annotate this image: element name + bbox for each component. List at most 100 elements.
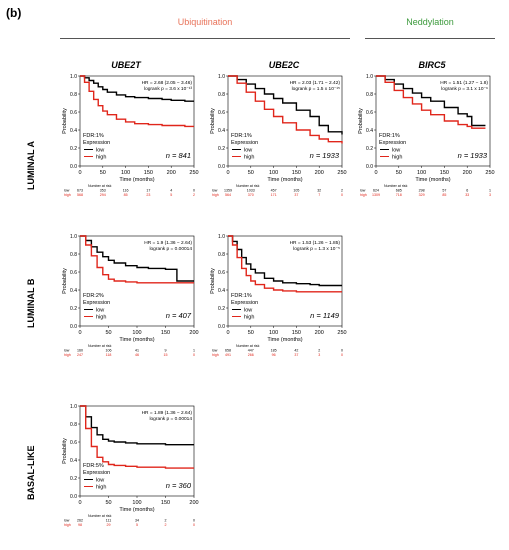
x-axis-label: Time (months) — [119, 177, 154, 183]
y-tick-label: 0.2 — [70, 306, 77, 312]
logrank-p: logrank p = 3.1 x 10⁻⁶ — [441, 86, 488, 92]
legend-low-label: low — [244, 308, 252, 314]
x-tick-label: 100 — [417, 170, 426, 176]
km-plot-birc5-luminal-a: 0.0 0.2 0.4 0.6 0.8 1.0 Probability 0 50 100 150 20… — [358, 74, 495, 197]
risk-count-low: 42 — [294, 349, 298, 353]
x-tick-label: 0 — [374, 170, 377, 176]
risk-row-label-low: low — [64, 519, 70, 523]
risk-count-high: 718 — [396, 193, 402, 197]
logrank-p: logrank p = 1.5 x 10⁻¹⁵ — [292, 86, 340, 92]
plot-frame — [227, 235, 343, 327]
legend-low-label: low — [392, 148, 400, 154]
km-curve-high — [80, 75, 194, 128]
y-tick-label: 1.0 — [70, 404, 77, 410]
x-tick-label: 50 — [248, 330, 254, 336]
risk-count-low: 6 — [466, 189, 468, 193]
y-tick-label: 1.0 — [70, 234, 77, 240]
x-axis-label: Time (months) — [415, 177, 450, 183]
risk-row-label-low: low — [64, 189, 70, 193]
x-tick-label: 50 — [248, 170, 254, 176]
km-curve-high — [376, 75, 486, 129]
legend-high-label: high — [96, 315, 106, 321]
risk-row-label-low: low — [64, 349, 70, 353]
risk-count-low: 34 — [135, 519, 139, 523]
risk-count-high: 98 — [78, 523, 82, 527]
x-tick-label: 100 — [132, 500, 141, 506]
y-tick-label: 0.4 — [70, 458, 77, 464]
risk-count-low: 185 — [271, 349, 277, 353]
risk-count-low: 57 — [442, 189, 446, 193]
risk-count-high: 491 — [225, 353, 231, 357]
category-neddylation-line — [365, 38, 495, 39]
y-axis-label: Probability — [210, 268, 216, 294]
y-tick-label: 0.4 — [70, 288, 77, 294]
risk-count-high: 0 — [341, 193, 343, 197]
row-label-basal-like: BASAL-LIKE — [26, 445, 36, 501]
risk-count-low: 1033 — [247, 189, 255, 193]
y-tick-label: 0.2 — [70, 476, 77, 482]
risk-count-low: 17 — [146, 189, 150, 193]
risk-count-high: 37 — [294, 353, 298, 357]
km-curve-high — [80, 235, 194, 284]
legend-title: Expression — [379, 140, 406, 146]
x-tick-label: 250 — [337, 330, 346, 336]
risk-count-low: 0 — [193, 519, 195, 523]
logrank-p: logrank p = 0.00014 — [149, 246, 192, 252]
x-tick-label: 200 — [189, 330, 198, 336]
risk-row-label-high: high — [212, 193, 219, 197]
x-tick-label: 0 — [226, 330, 229, 336]
x-tick-label: 150 — [161, 500, 170, 506]
risk-count-high: 33 — [465, 193, 469, 197]
risk-count-high: 294 — [100, 193, 106, 197]
legend-high-label: high — [244, 315, 254, 321]
legend-low-label: low — [96, 478, 104, 484]
risk-count-high: 0 — [193, 353, 195, 357]
sample-size: n = 841 — [166, 151, 191, 160]
x-tick-label: 200 — [315, 330, 324, 336]
risk-count-high: 568 — [77, 193, 83, 197]
risk-count-low: 447 — [248, 349, 254, 353]
x-tick-label: 200 — [167, 170, 176, 176]
risk-row-label-low: low — [212, 349, 218, 353]
risk-count-low: 1359 — [224, 189, 232, 193]
risk-count-high: 15 — [164, 353, 168, 357]
y-tick-label: 0.4 — [366, 128, 373, 134]
x-axis-label: Time (months) — [267, 337, 302, 343]
risk-header: Number at risk — [236, 344, 260, 348]
x-tick-label: 100 — [121, 170, 130, 176]
risk-count-low: 116 — [123, 189, 129, 193]
fdr-label: FDR:2% — [83, 293, 104, 299]
y-tick-label: 1.0 — [218, 74, 225, 80]
risk-count-high: 2 — [165, 523, 167, 527]
risk-count-low: 457 — [271, 189, 277, 193]
hazard-ratio: HR = 1.9 (1.36 − 2.64) — [144, 240, 192, 246]
risk-count-low: 1 — [489, 189, 491, 193]
x-tick-label: 0 — [78, 170, 81, 176]
risk-count-high: 37 — [294, 193, 298, 197]
gene-label-birc5: BIRC5 — [418, 60, 446, 70]
km-curve-high — [228, 235, 342, 293]
y-axis-label: Probability — [62, 108, 68, 134]
risk-count-high: 85 — [442, 193, 446, 197]
fdr-label: FDR:1% — [83, 133, 104, 139]
legend-low-label: low — [244, 148, 252, 154]
risk-count-high: 2 — [193, 193, 195, 197]
risk-header: Number at risk — [384, 184, 408, 188]
y-tick-label: 1.0 — [218, 234, 225, 240]
y-tick-label: 0.0 — [218, 324, 225, 330]
km-curve-low — [80, 405, 194, 446]
x-tick-label: 150 — [292, 170, 301, 176]
x-tick-label: 200 — [315, 170, 324, 176]
x-tick-label: 0 — [78, 330, 81, 336]
risk-count-low: 1 — [193, 349, 195, 353]
hazard-ratio: HR = 1.89 (1.36 − 2.64) — [142, 410, 193, 416]
risk-count-low: 32 — [317, 189, 321, 193]
category-neddylation: Neddylation — [406, 17, 454, 27]
risk-count-high: 564 — [225, 193, 231, 197]
hazard-ratio: HR = 2.03 (1.71 − 2.42) — [290, 80, 341, 86]
risk-count-low: 0 — [193, 189, 195, 193]
category-ubiquitination: Ubiquitination — [177, 17, 233, 27]
risk-count-low: 2 — [165, 519, 167, 523]
